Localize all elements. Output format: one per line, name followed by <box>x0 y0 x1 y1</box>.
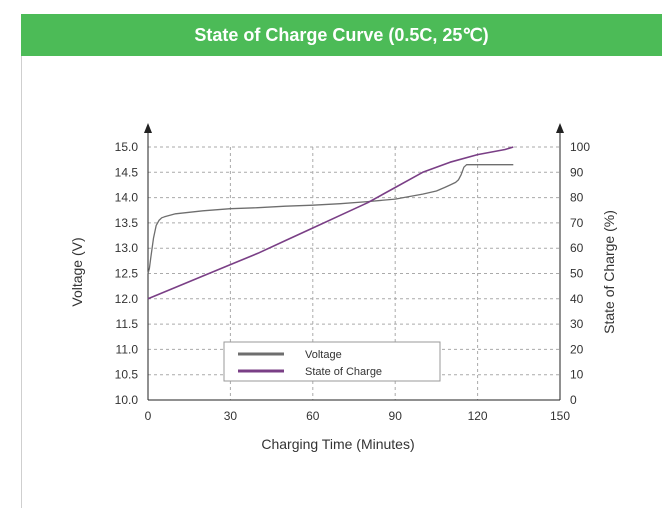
y2-tick-label: 10 <box>570 368 584 382</box>
y2-tick-label: 40 <box>570 292 584 306</box>
y2-tick-label: 0 <box>570 393 577 407</box>
y2-tick-label: 80 <box>570 191 584 205</box>
x-tick-label: 30 <box>224 409 238 423</box>
voltage-line <box>147 164 514 274</box>
y-tick-label: 14.5 <box>115 165 139 179</box>
axes-layer <box>144 123 564 401</box>
legend-box <box>223 341 441 382</box>
chart-title-banner: State of Charge Curve (0.5C, 25℃) <box>21 14 662 56</box>
series-layer <box>147 146 514 300</box>
y2-tick-label: 60 <box>570 241 584 255</box>
legend: Voltage State of Charge <box>223 341 441 382</box>
y-tick-label: 14.0 <box>115 191 139 205</box>
y-tick-label: 11.0 <box>116 342 139 356</box>
y-tick-label: 12.0 <box>115 292 139 306</box>
y2-tick-label: 70 <box>570 216 584 230</box>
y-tick-label: 11.5 <box>116 317 139 331</box>
y2-tick-label: 90 <box>570 165 584 179</box>
y2-tick-label: 20 <box>570 342 584 356</box>
y-tick-label: 15.0 <box>115 140 139 154</box>
y-tick-label: 13.5 <box>115 216 139 230</box>
x-tick-label: 0 <box>145 409 152 423</box>
x-tick-label: 60 <box>306 409 320 423</box>
y2-tick-label: 100 <box>570 140 590 154</box>
y2-axis-title: State of Charge (%) <box>601 210 617 334</box>
chart-title: State of Charge Curve (0.5C, 25℃) <box>194 24 489 45</box>
legend-label-voltage: Voltage <box>305 349 342 361</box>
y-tick-label: 12.5 <box>115 267 139 281</box>
y-tick-label: 13.0 <box>115 241 139 255</box>
x-axis-title: Charging Time (Minutes) <box>261 436 414 452</box>
soc-line <box>147 146 514 300</box>
y-axis-title: Voltage (V) <box>69 237 85 306</box>
x-tick-label: 150 <box>550 409 570 423</box>
x-tick-label: 120 <box>468 409 488 423</box>
y-tick-label: 10.0 <box>115 393 139 407</box>
y2-tick-label: 30 <box>570 317 584 331</box>
left-divider <box>21 56 22 508</box>
y-tick-label: 10.5 <box>115 368 139 382</box>
x-tick-label: 90 <box>389 409 403 423</box>
ticks-layer: 10.0 10.5 11.0 11.5 12.0 12.5 13.0 13.5 14.0 14.5… <box>115 140 591 423</box>
y2-axis-arrow-icon <box>556 123 564 133</box>
y2-tick-label: 50 <box>570 267 584 281</box>
legend-label-soc: State of Charge <box>305 366 382 378</box>
y-axis-arrow-icon <box>144 123 152 133</box>
